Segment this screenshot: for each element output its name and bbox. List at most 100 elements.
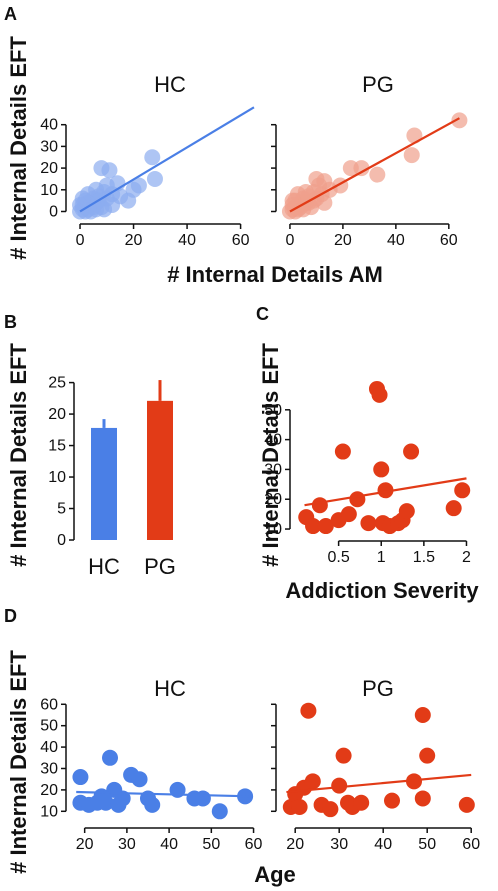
c-point — [349, 491, 366, 508]
c-point — [398, 503, 415, 520]
panel-a-ylabel: # Internal Details EFT — [6, 36, 31, 260]
c-point — [371, 386, 388, 403]
a-hc-point — [104, 196, 121, 213]
d-pg-point — [291, 799, 308, 816]
d-pg-point — [414, 790, 431, 807]
a-pg-fit-line — [289, 117, 460, 213]
d-hc-x-tick-label: 50 — [202, 836, 220, 853]
a-hc-x-tick-label: 0 — [76, 232, 85, 249]
c-point — [340, 506, 357, 523]
c-x-tick-label: 1 — [377, 549, 386, 566]
c-point — [454, 482, 471, 499]
a-pg-point — [284, 192, 301, 209]
d-hc-x-tick-label: 20 — [76, 836, 94, 853]
a-hc-point — [144, 149, 161, 166]
c-y-tick-label: 40 — [264, 432, 282, 449]
panel-b-ylabel: # Internal Details EFT — [6, 343, 31, 567]
c-point — [334, 443, 351, 460]
c-point — [445, 500, 462, 517]
c-y-tick-label: 20 — [264, 491, 282, 508]
panel-d-ylabel: # Internal Details EFT — [6, 650, 31, 874]
a-pg-x-tick-label: 20 — [334, 232, 352, 249]
c-point — [403, 443, 420, 460]
d-pg-point — [384, 792, 400, 809]
d-hc-y-tick-label: 50 — [40, 718, 58, 735]
c-fit-line — [304, 477, 467, 507]
d-hc-point — [102, 749, 118, 766]
a-pg-point — [297, 183, 314, 200]
d-pg-x-tick-label: 60 — [462, 836, 480, 853]
a-hc-point — [101, 162, 118, 179]
d-hc-point — [211, 803, 228, 820]
b-y-tick-label: 15 — [48, 438, 66, 455]
d-pg-x-tick-label: 40 — [374, 836, 392, 853]
a-hc-x-tick-label: 40 — [178, 232, 196, 249]
a-hc-group: 0 20 40 60 0 10 20 30 40 — [40, 106, 255, 249]
b-y-tick-label: 20 — [48, 406, 66, 423]
d-pg-x-tick-label: 30 — [330, 836, 348, 853]
d-pg-point — [322, 801, 339, 818]
b-y-tick-label: 25 — [48, 375, 66, 392]
a-pg-point — [353, 160, 370, 177]
panel-a-hc-title: HC — [154, 72, 186, 97]
b-y-tick-label: 10 — [48, 469, 66, 486]
d-hc-y-tick-label: 30 — [40, 760, 58, 777]
a-pg-point — [451, 112, 468, 129]
d-pg-group: 20 30 40 50 60 — [271, 702, 480, 853]
d-hc-y-tick-label: 20 — [40, 782, 58, 799]
d-hc-fit-line — [76, 790, 250, 798]
panel-d-xlabel: Age — [254, 862, 296, 887]
d-hc-x-tick-label: 30 — [118, 836, 136, 853]
a-pg-x-tick-label: 0 — [285, 232, 294, 249]
a-hc-y-tick-label: 40 — [40, 117, 58, 134]
a-hc-y-tick-label: 20 — [40, 160, 58, 177]
d-pg-point — [304, 773, 321, 790]
a-pg-point — [403, 147, 420, 164]
c-point — [373, 461, 390, 478]
a-hc-y-tick-label: 30 — [40, 138, 58, 155]
panel-b-cat-hc: HC — [88, 554, 120, 579]
a-pg-x-tick-label: 60 — [440, 232, 458, 249]
c-y-tick-label: 30 — [264, 461, 282, 478]
a-hc-x-tick-label: 20 — [125, 232, 143, 249]
d-pg-fit-line — [286, 773, 472, 794]
d-pg-point — [335, 747, 352, 764]
c-y-tick-label: 50 — [264, 402, 282, 419]
panel-d-pg-title: PG — [362, 676, 394, 701]
a-hc-fit-line — [79, 106, 255, 213]
d-hc-x-tick-label: 40 — [160, 836, 178, 853]
c-point — [311, 497, 328, 514]
d-hc-point — [72, 769, 89, 786]
c-x-tick-label: 0.5 — [327, 549, 349, 566]
d-pg-point — [331, 777, 348, 794]
d-hc-point — [97, 794, 114, 811]
a-pg-point — [316, 194, 333, 211]
d-pg-x-tick-label: 50 — [418, 836, 436, 853]
c-point — [377, 482, 394, 499]
d-hc-group: 20 30 40 50 60 10 20 30 40 50 60 — [40, 696, 262, 853]
d-hc-y-tick-label: 10 — [40, 803, 58, 820]
c-x-tick-label: 2 — [462, 549, 471, 566]
plots-layer: 0 20 40 60 0 10 20 30 40 0 20 40 60 0.5 1 1.5 2 10 20 30 40 5… — [40, 106, 480, 853]
d-hc-point — [131, 771, 148, 788]
d-pg-point — [419, 747, 436, 764]
c-point — [305, 518, 322, 535]
panel-d-letter: D — [4, 606, 17, 626]
b-bar-hc — [91, 427, 117, 540]
b-y-tick-label: 5 — [57, 501, 66, 518]
a-pg-point — [406, 127, 423, 144]
a-hc-point — [130, 177, 147, 194]
b-bar-pg — [147, 400, 173, 540]
d-pg-point — [414, 706, 431, 723]
a-pg-group: 0 20 40 60 — [271, 112, 468, 249]
c-y-tick-label: 10 — [264, 521, 282, 538]
a-hc-x-tick-label: 60 — [232, 232, 250, 249]
d-hc-point — [144, 796, 161, 813]
panel-c-letter: C — [256, 304, 269, 324]
panel-b-cat-pg: PG — [144, 554, 176, 579]
d-pg-x-tick-label: 20 — [286, 836, 304, 853]
c-point — [317, 518, 334, 535]
panel-a-letter: A — [4, 4, 17, 24]
b-y-tick-label: 0 — [57, 532, 66, 549]
